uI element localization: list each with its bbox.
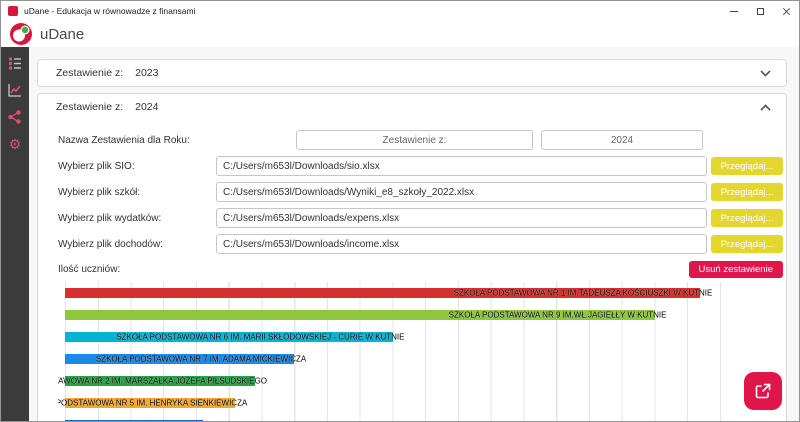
- window-title: uDane - Edukacja w równowadze z finansam…: [24, 6, 196, 16]
- panel-zestawienie-2023: Zestawienie z: 2023: [37, 59, 787, 87]
- minimize-icon: [730, 10, 738, 12]
- file-income-path-input[interactable]: [216, 234, 707, 254]
- panel-year: 2024: [135, 101, 159, 113]
- open-report-fab[interactable]: [744, 372, 782, 410]
- sidebar-item-charts[interactable]: [6, 81, 24, 99]
- bar-label: SZKOŁA PODSTAWOWA NR 6 IM. MARII SKŁODOW…: [116, 332, 405, 342]
- browse-sio-button[interactable]: Przeglądaj...: [711, 157, 783, 175]
- bar-row: SZKOŁA PODSTAWOWA NR 7 IM. ADAMA MICKIEW…: [65, 348, 720, 370]
- actions-row: Ilość uczniów: Usuń zestawienie: [58, 260, 783, 278]
- bar-7: [65, 420, 203, 421]
- summary-name-label: Nazwa Zestawienia dla Roku:: [58, 134, 190, 146]
- file-sio-label: Wybierz plik SIO:: [58, 160, 135, 172]
- window-controls: [721, 1, 799, 21]
- bar-row: SZKOŁA PODSTAWOWA NR 4 IM. MIKOŁAJA KOPE…: [58, 414, 720, 421]
- file-expenses-label: Wybierz plik wydatków:: [58, 212, 162, 224]
- titlebar[interactable]: uDane - Edukacja w równowadze z finansam…: [1, 1, 799, 21]
- file-row-income: Wybierz plik dochodów: Przeglądaj...: [58, 234, 783, 254]
- file-schools-label: Wybierz plik szkół:: [58, 186, 141, 198]
- bar-label: SZKOŁA PODSTAWOWA NR.2 IM. MARSZAŁKA JÓZ…: [58, 376, 267, 386]
- app-icon: [8, 6, 18, 16]
- panel-2024-header[interactable]: Zestawienie z: 2024: [38, 94, 786, 120]
- chart-icon: [8, 84, 21, 97]
- bar-row: SZKOŁA PODSTAWOWA NR 9 IM.WŁ.JAGIEŁŁY W …: [65, 304, 720, 326]
- sidebar: ⚙: [1, 47, 29, 421]
- panel-title-label: Zestawienie z:: [56, 101, 124, 113]
- bar-label: SZKOŁA PODSTAWOWA NR 4 IM. MIKOŁAJA KOPE…: [58, 421, 215, 422]
- main-content: Zestawienie z: 2023 Zestawienie z: 2024 …: [29, 47, 799, 421]
- close-button[interactable]: [773, 1, 799, 21]
- browse-expenses-button[interactable]: Przeglądaj...: [711, 209, 783, 227]
- bar-3: [65, 332, 393, 342]
- summary-year-input[interactable]: [541, 130, 703, 150]
- panel-2024-body: Nazwa Zestawienia dla Roku: Wybierz plik…: [38, 120, 786, 421]
- maximize-icon: [756, 7, 764, 15]
- open-external-icon: [755, 383, 771, 399]
- bar-2: [65, 310, 655, 320]
- file-row-expenses: Wybierz plik wydatków: Przeglądaj...: [58, 208, 783, 228]
- delete-summary-button[interactable]: Usuń zestawienie: [688, 260, 783, 278]
- sidebar-item-settings[interactable]: ⚙: [6, 135, 24, 153]
- bar-label: SZKOŁA PODSTAWOWA NR 7 IM. ADAMA MICKIEW…: [95, 354, 307, 364]
- app-header: uDane: [1, 21, 799, 47]
- bar-label: SZKOŁA PODSTAWOWA NR 5 IM. HENRYKA SIENK…: [58, 398, 248, 408]
- panel-year: 2023: [135, 67, 159, 79]
- students-chart-plot: SZKOŁA PODSTAWOWA NR 1 IM.TADEUSZA KOŚCI…: [58, 282, 721, 421]
- report-list-icon: [9, 57, 21, 70]
- maximize-button[interactable]: [747, 1, 773, 21]
- students-chart: SZKOŁA PODSTAWOWA NR 1 IM.TADEUSZA KOŚCI…: [58, 282, 783, 421]
- chevron-up-icon[interactable]: [760, 103, 771, 111]
- minimize-button[interactable]: [721, 1, 747, 21]
- share-nodes-icon: [8, 110, 21, 124]
- panel-2023-header[interactable]: Zestawienie z: 2023: [38, 60, 786, 86]
- app-logo: [10, 23, 32, 45]
- app-name: uDane: [40, 25, 85, 43]
- bar-6: [65, 398, 236, 408]
- bar-label: SZKOŁA PODSTAWOWA NR 1 IM.TADEUSZA KOŚCI…: [453, 288, 713, 298]
- file-schools-path-input[interactable]: [216, 182, 707, 202]
- close-icon: [782, 7, 791, 16]
- sidebar-item-share[interactable]: [6, 108, 24, 126]
- students-chart-label: Ilość uczniów:: [58, 263, 121, 275]
- bar-row: SZKOŁA PODSTAWOWA NR 1 IM.TADEUSZA KOŚCI…: [65, 282, 720, 304]
- browse-schools-button[interactable]: Przeglądaj...: [711, 183, 783, 201]
- file-sio-path-input[interactable]: [216, 156, 707, 176]
- panel-title-label: Zestawienie z:: [56, 67, 124, 79]
- file-income-label: Wybierz plik dochodów:: [58, 238, 163, 250]
- bar-row: SZKOŁA PODSTAWOWA NR 5 IM. HENRYKA SIENK…: [58, 392, 720, 414]
- summary-name-input[interactable]: [296, 130, 533, 150]
- settings-gear-icon: ⚙: [8, 136, 22, 152]
- file-expenses-path-input[interactable]: [216, 208, 707, 228]
- browse-income-button[interactable]: Przeglądaj...: [711, 235, 783, 253]
- bar-row: SZKOŁA PODSTAWOWA NR.2 IM. MARSZAŁKA JÓZ…: [58, 370, 720, 392]
- chevron-down-icon[interactable]: [760, 69, 771, 77]
- file-row-sio: Wybierz plik SIO: Przeglądaj...: [58, 156, 783, 176]
- file-row-schools: Wybierz plik szkół: Przeglądaj...: [58, 182, 783, 202]
- bar-5: [65, 376, 255, 386]
- sidebar-item-reports[interactable]: [6, 54, 24, 72]
- bar-4: [65, 354, 295, 364]
- panel-zestawienie-2024: Zestawienie z: 2024 Nazwa Zestawienia dl…: [37, 93, 787, 421]
- name-row: Nazwa Zestawienia dla Roku:: [58, 130, 783, 150]
- bar-1: [65, 288, 701, 298]
- bar-row: SZKOŁA PODSTAWOWA NR 6 IM. MARII SKŁODOW…: [65, 326, 720, 348]
- bar-label: SZKOŁA PODSTAWOWA NR 9 IM.WŁ.JAGIEŁŁY W …: [448, 310, 667, 320]
